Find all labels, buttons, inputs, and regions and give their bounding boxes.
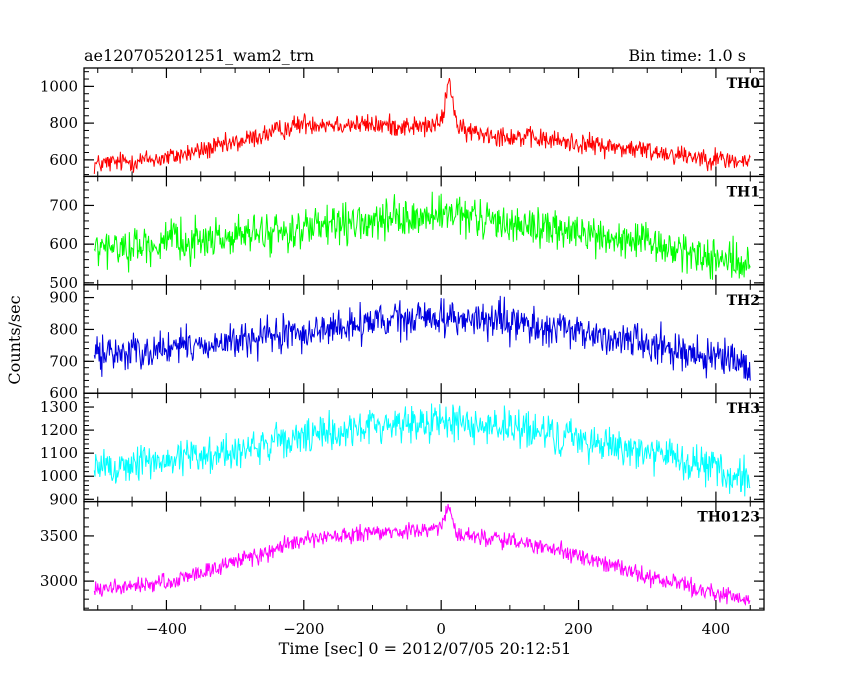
y-tick-label: 600 (49, 151, 78, 169)
y-tick-label: 800 (49, 320, 78, 338)
chart-title: ae120705201251_wam2_trn (84, 46, 314, 65)
x-tick-label: −400 (146, 620, 187, 638)
y-tick-label: 1000 (40, 467, 78, 485)
x-tick-label: 0 (436, 620, 446, 638)
x-axis: −400 −200 0 200 400 (146, 620, 730, 638)
x-tick-label: 200 (564, 620, 593, 638)
panel-th0: 600 800 1000 TH0 (40, 67, 765, 178)
y-tick-label: 1300 (40, 398, 78, 416)
y-tick-label: 600 (49, 235, 78, 253)
y-tick-label: 800 (49, 114, 78, 132)
y-tick-label: 900 (49, 490, 78, 508)
series-th3 (93, 403, 751, 497)
series-th2 (93, 295, 751, 381)
x-axis-label: Time [sec] 0 = 2012/07/05 20:12:51 (279, 639, 572, 658)
y-tick-label: 1100 (40, 444, 78, 462)
x-tick-label: −200 (283, 620, 324, 638)
y-tick-label: 600 (49, 384, 78, 402)
panel-th1: 500 600 700 TH1 (49, 175, 765, 292)
y-tick-label: 900 (49, 289, 78, 307)
y-tick-label: 1200 (40, 421, 78, 439)
panel-label: TH0123 (697, 510, 760, 526)
panel-frame (83, 392, 765, 503)
panel-label: TH2 (727, 293, 760, 309)
panel-th3: 900 1000 1100 1200 1300 TH3 (40, 392, 765, 508)
panel-th0123: 3000 3500 TH0123 (40, 500, 765, 611)
y-axis-label: Counts/sec (5, 295, 24, 384)
series-th0123 (93, 503, 751, 606)
panel-label: TH1 (727, 184, 760, 200)
y-tick-label: 500 (49, 274, 78, 292)
x-tick-label: 400 (702, 620, 731, 638)
panel-label: TH0 (727, 76, 761, 92)
panel-frame (83, 175, 765, 286)
panel-label: TH3 (727, 401, 760, 417)
series-th1 (93, 191, 751, 280)
y-tick-label: 700 (49, 352, 78, 370)
panel-th2: 600 700 800 900 TH2 (49, 284, 765, 402)
panels-group: 600 800 1000 TH0 500 600 700 TH1 600 700 800 900 TH2… (40, 67, 765, 611)
y-tick-label: 1000 (40, 77, 78, 95)
bin-time-label: Bin time: 1.0 s (628, 46, 746, 65)
series-th0 (93, 78, 751, 174)
y-tick-label: 3500 (40, 527, 78, 545)
panel-frame (83, 500, 765, 611)
y-tick-label: 700 (49, 196, 78, 214)
y-tick-label: 3000 (40, 572, 78, 590)
